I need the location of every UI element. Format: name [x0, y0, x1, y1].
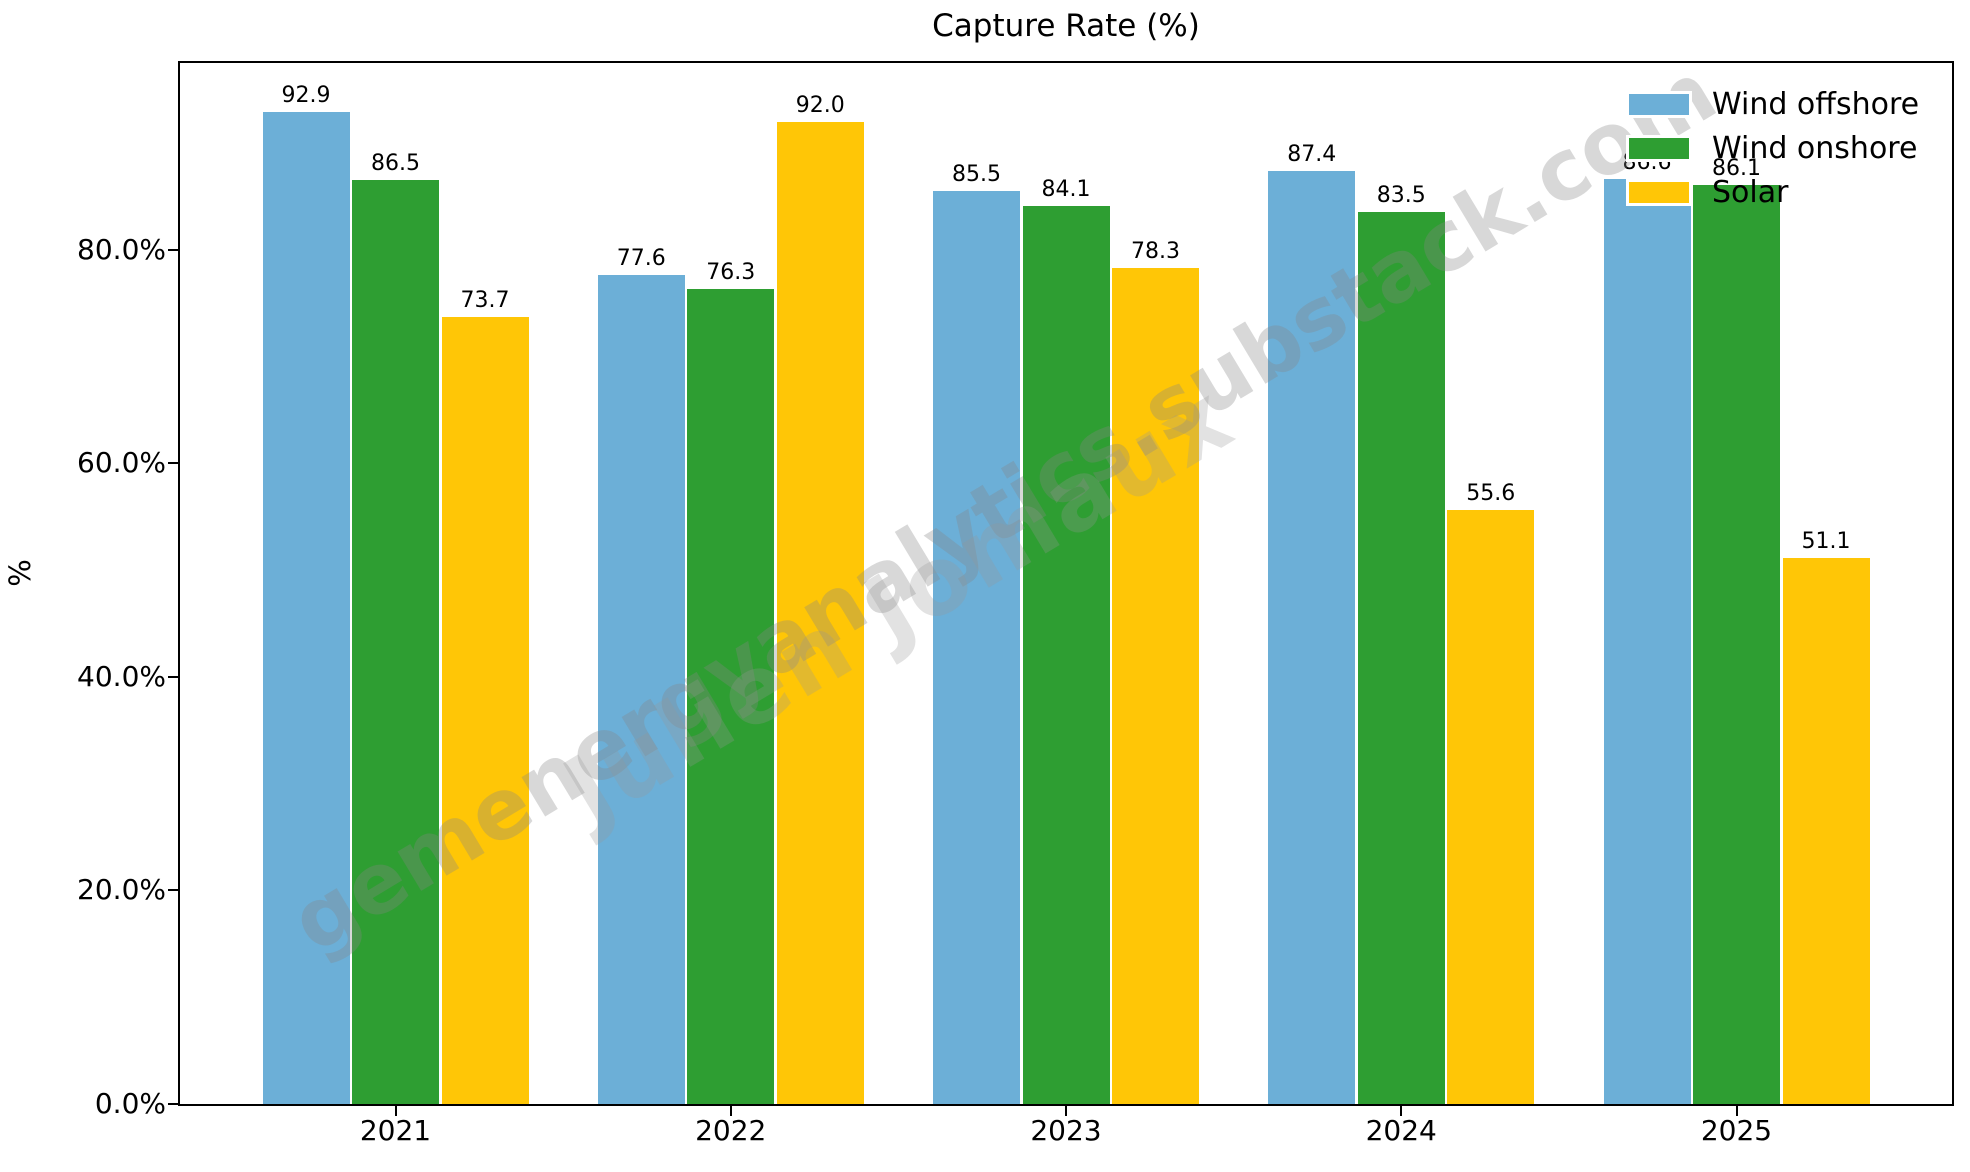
bar-value-label: 78.3 [1131, 238, 1180, 264]
x-tick-label: 2022 [695, 1114, 767, 1147]
chart-title: Capture Rate (%) [932, 8, 1200, 44]
plot-area [178, 61, 1954, 1106]
bar-value-label: 84.1 [1041, 177, 1091, 203]
x-tick-label: 2025 [1700, 1114, 1773, 1147]
y-tick-mark [168, 889, 180, 892]
bar-wind-onshore-2022 [687, 289, 775, 1104]
bar-value-label: 85.5 [952, 162, 1001, 188]
bar-wind-onshore-2025 [1693, 184, 1780, 1104]
bar-wind-offshore-2025 [1603, 179, 1691, 1104]
legend-item-wind-offshore: Wind offshore [1626, 86, 1919, 122]
bar-value-label: 51.1 [1801, 529, 1851, 555]
y-tick-label: 60.0% [77, 446, 166, 480]
bar-solar-2021 [441, 317, 529, 1104]
bar-wind-offshore-2024 [1268, 170, 1356, 1104]
bar-value-label: 73.7 [460, 288, 510, 314]
bar-solar-2024 [1447, 510, 1535, 1104]
x-tick-label: 2021 [359, 1114, 432, 1147]
bar-value-label: 77.6 [616, 246, 666, 272]
y-tick-mark [168, 462, 180, 465]
bar-value-label: 83.5 [1376, 183, 1426, 209]
legend-swatch-solar [1626, 178, 1692, 206]
bar-value-label: 55.6 [1466, 481, 1516, 507]
y-tick-label: 40.0% [77, 659, 166, 693]
bar-wind-offshore-2023 [933, 191, 1020, 1104]
legend-label: Solar [1712, 174, 1789, 210]
x-tick-mark [1735, 1106, 1738, 1116]
bar-wind-offshore-2022 [597, 275, 685, 1104]
bar-solar-2022 [776, 121, 864, 1104]
legend-swatch-wind-onshore [1626, 134, 1692, 162]
bar-wind-onshore-2024 [1357, 212, 1445, 1104]
y-tick-label: 80.0% [77, 232, 166, 266]
bar-wind-offshore-2021 [262, 112, 350, 1104]
legend-label: Wind onshore [1712, 130, 1918, 166]
x-tick-label: 2023 [1030, 1114, 1102, 1147]
bar-value-label: 92.0 [795, 92, 845, 118]
legend-swatch-wind-offshore [1626, 90, 1692, 118]
y-tick-mark [168, 675, 180, 678]
bar-value-label: 76.3 [706, 260, 756, 286]
y-tick-label: 0.0% [94, 1087, 166, 1120]
bar-solar-2025 [1782, 558, 1870, 1104]
legend-label: Wind offshore [1712, 86, 1920, 122]
legend-item-wind-onshore: Wind onshore [1626, 130, 1917, 166]
x-tick-mark [1065, 1106, 1067, 1116]
y-tick-mark [168, 248, 180, 251]
x-tick-mark [1400, 1106, 1403, 1116]
y-tick-label: 20.0% [77, 873, 166, 907]
x-tick-mark [394, 1106, 397, 1116]
bar-value-label: 92.9 [281, 83, 331, 109]
legend-item-solar: Solar [1626, 174, 1788, 210]
x-tick-label: 2024 [1365, 1114, 1437, 1147]
bar-value-label: 86.1 [1712, 155, 1761, 181]
bar-solar-2023 [1112, 267, 1199, 1104]
y-axis-title: % [2, 559, 37, 587]
bar-wind-onshore-2021 [352, 180, 439, 1104]
bar-value-label: 86.5 [371, 151, 420, 177]
x-tick-mark [729, 1106, 732, 1116]
y-tick-mark [168, 1103, 180, 1105]
bar-value-label: 87.4 [1287, 141, 1337, 167]
bar-wind-onshore-2023 [1022, 206, 1110, 1104]
